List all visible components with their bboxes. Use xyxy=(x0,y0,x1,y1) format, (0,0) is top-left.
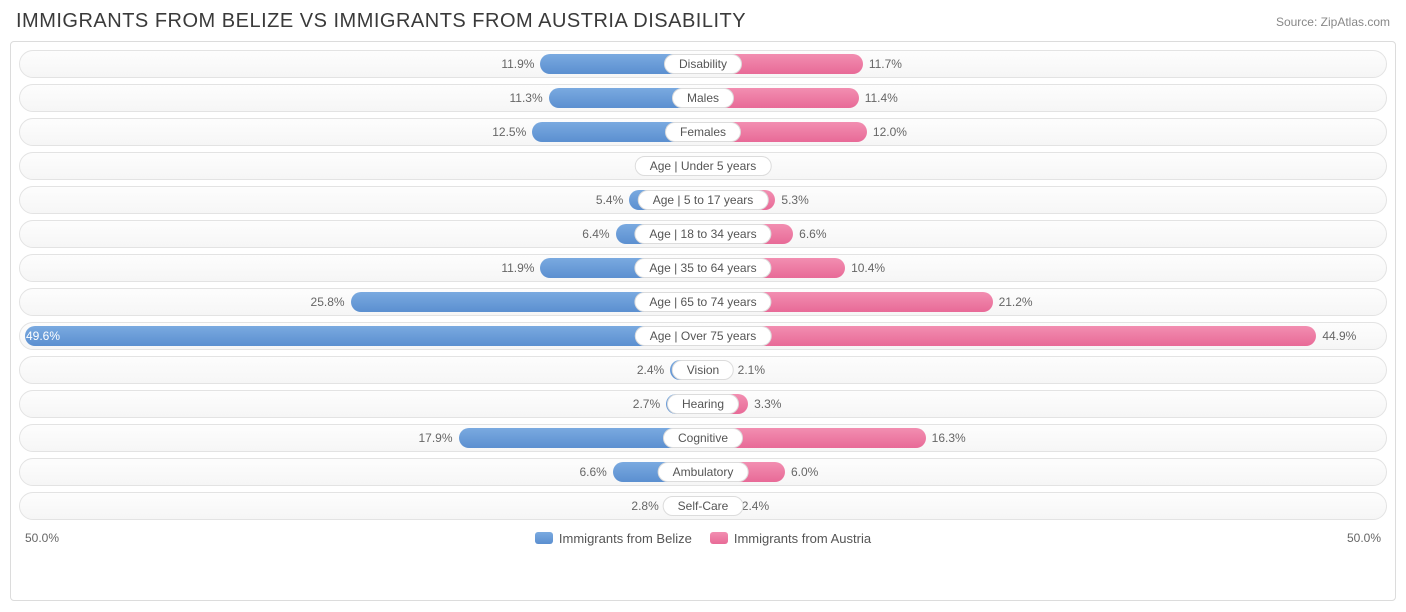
data-row: 11.3% 11.4% Males xyxy=(19,84,1387,112)
data-row: 6.4% 6.6% Age | 18 to 34 years xyxy=(19,220,1387,248)
data-row: 2.4% 2.1% Vision xyxy=(19,356,1387,384)
bar-left xyxy=(25,326,703,346)
category-label: Age | 35 to 64 years xyxy=(634,258,771,278)
value-left: 11.9% xyxy=(501,57,534,71)
category-label: Cognitive xyxy=(663,428,743,448)
chart-title: IMMIGRANTS FROM BELIZE VS IMMIGRANTS FRO… xyxy=(16,10,746,33)
value-right: 2.4% xyxy=(742,499,769,513)
value-left: 11.9% xyxy=(501,261,534,275)
data-row: 1.1%1.3%Age | Under 5 years xyxy=(19,152,1387,180)
axis-right-label: 50.0% xyxy=(1347,531,1381,545)
value-left: 2.4% xyxy=(637,363,664,377)
legend-swatch-right xyxy=(710,532,728,544)
value-right: 12.0% xyxy=(873,125,907,139)
legend-swatch-left xyxy=(535,532,553,544)
value-right: 6.0% xyxy=(791,465,818,479)
category-label: Ambulatory xyxy=(658,462,749,482)
data-row: 5.4% 5.3% Age | 5 to 17 years xyxy=(19,186,1387,214)
category-label: Males xyxy=(672,88,734,108)
value-right: 21.2% xyxy=(999,295,1033,309)
data-row: 25.8% 21.2% Age | 65 to 74 years xyxy=(19,288,1387,316)
legend-right: Immigrants from Austria xyxy=(710,531,871,546)
value-left: 11.3% xyxy=(510,91,543,105)
category-label: Age | 5 to 17 years xyxy=(638,190,769,210)
legend-right-label: Immigrants from Austria xyxy=(734,531,871,546)
axis-left-label: 50.0% xyxy=(25,531,59,545)
category-label: Age | 65 to 74 years xyxy=(634,292,771,312)
value-right: 10.4% xyxy=(851,261,885,275)
value-left: 25.8% xyxy=(311,295,345,309)
category-label: Vision xyxy=(672,360,734,380)
legend-left: Immigrants from Belize xyxy=(535,531,692,546)
chart-container: 11.9% 11.7% Disability 11.3% 11.4% Males 12.5%… xyxy=(10,41,1396,601)
category-label: Self-Care xyxy=(663,496,744,516)
data-row: 6.6% 6.0% Ambulatory xyxy=(19,458,1387,486)
header: IMMIGRANTS FROM BELIZE VS IMMIGRANTS FRO… xyxy=(0,0,1406,41)
data-row: 2.8% 2.4%Self-Care xyxy=(19,492,1387,520)
legend-row: 50.0% Immigrants from Belize Immigrants … xyxy=(19,526,1387,550)
value-left: 5.4% xyxy=(596,193,623,207)
value-right: 11.7% xyxy=(869,57,902,71)
value-left: 2.7% xyxy=(633,397,660,411)
value-right: 5.3% xyxy=(781,193,808,207)
data-row: 17.9% 16.3% Cognitive xyxy=(19,424,1387,452)
value-right: 44.9% xyxy=(1322,329,1356,343)
value-left: 2.8% xyxy=(631,499,658,513)
value-left: 12.5% xyxy=(492,125,526,139)
data-row: 11.9% 10.4% Age | 35 to 64 years xyxy=(19,254,1387,282)
value-left: 49.6% xyxy=(26,329,60,343)
category-label: Disability xyxy=(664,54,742,74)
value-right: 3.3% xyxy=(754,397,781,411)
data-row: 11.9% 11.7% Disability xyxy=(19,50,1387,78)
value-left: 6.6% xyxy=(580,465,607,479)
value-right: 6.6% xyxy=(799,227,826,241)
category-label: Females xyxy=(665,122,741,142)
rows-container: 11.9% 11.7% Disability 11.3% 11.4% Males 12.5%… xyxy=(11,50,1395,520)
value-right: 16.3% xyxy=(932,431,966,445)
source-attribution: Source: ZipAtlas.com xyxy=(1276,15,1390,29)
legend-left-label: Immigrants from Belize xyxy=(559,531,692,546)
category-label: Age | Under 5 years xyxy=(635,156,772,176)
category-label: Age | Over 75 years xyxy=(635,326,772,346)
value-right: 11.4% xyxy=(865,91,898,105)
value-left: 6.4% xyxy=(582,227,609,241)
category-label: Age | 18 to 34 years xyxy=(634,224,771,244)
value-left: 17.9% xyxy=(418,431,452,445)
value-right: 2.1% xyxy=(738,363,765,377)
data-row: 49.6% 44.9% Age | Over 75 years xyxy=(19,322,1387,350)
category-label: Hearing xyxy=(667,394,739,414)
data-row: 12.5% 12.0% Females xyxy=(19,118,1387,146)
data-row: 2.7% 3.3% Hearing xyxy=(19,390,1387,418)
bar-right xyxy=(703,326,1316,346)
